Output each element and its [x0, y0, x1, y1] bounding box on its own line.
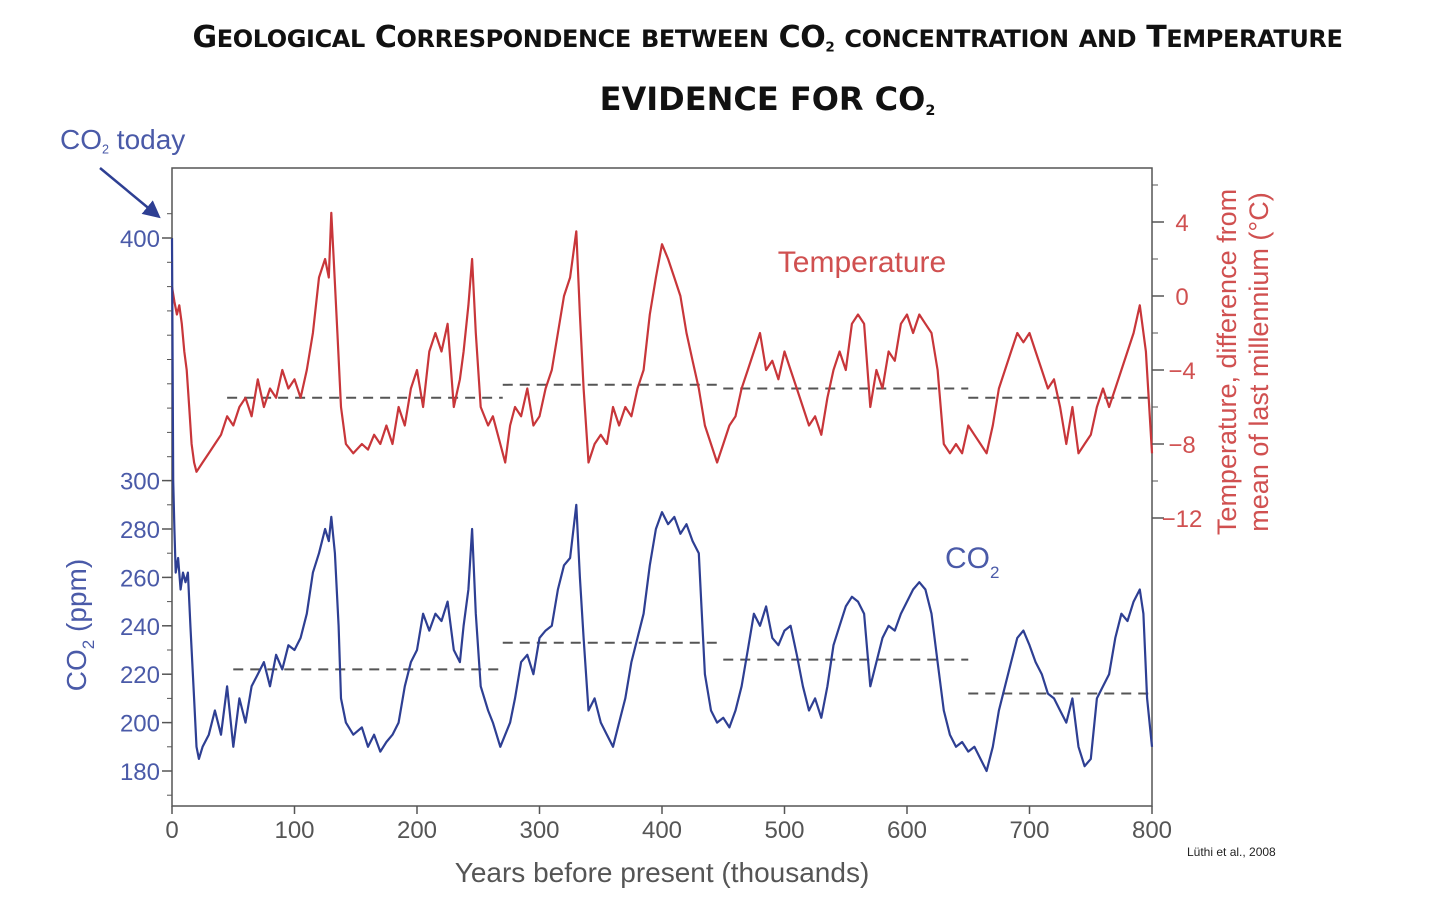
co2-line: [170, 237, 1154, 773]
plot-frame: [171, 167, 1153, 807]
x-tick-label-0: 0: [165, 817, 178, 844]
y-right-axis-label-line2: mean of last millennium (°C): [1244, 192, 1274, 531]
x-tick-label-400: 400: [642, 817, 682, 844]
co2-tick-label-220: 220: [120, 662, 160, 689]
co2-tick-label-260: 260: [120, 565, 160, 592]
source-credit: Lüthi et al., 2008: [1187, 845, 1276, 859]
chart-title: GEOLOGICAL CORRESPONDENCE BETWEEN CO2 CO…: [192, 20, 1343, 56]
mean-lines-group: [227, 383, 1152, 695]
x-tick-label-300: 300: [519, 817, 559, 844]
axes-group: 0 100 200 300 400 500 600 700 800 180 200 220 240 260…: [120, 184, 1203, 844]
x-tick-label-700: 700: [1009, 817, 1049, 844]
x-axis-label: Years before present (thousands): [455, 857, 870, 888]
x-tick-label-600: 600: [887, 817, 927, 844]
temp-tick-label--8: −8: [1168, 432, 1195, 459]
y-right-axis-label-line1: Temperature, difference from: [1212, 189, 1242, 535]
x-tick-label-100: 100: [274, 817, 314, 844]
temp-tick-label--12: −12: [1162, 506, 1203, 533]
x-tick-label-800: 800: [1132, 817, 1172, 844]
series-group: [170, 211, 1154, 773]
temp-tick-label-4: 4: [1175, 210, 1188, 237]
temp-tick-label-0: 0: [1175, 284, 1188, 311]
co2-tick-label-200: 200: [120, 711, 160, 738]
co2-tick-label-300: 300: [120, 469, 160, 496]
temperature-line: [170, 211, 1154, 473]
temp-tick-label--4: −4: [1168, 358, 1195, 385]
co2-tick-label-400: 400: [120, 226, 160, 253]
x-tick-label-200: 200: [397, 817, 437, 844]
co2-series-label: CO2: [945, 542, 999, 582]
co2-today-arrow: [99, 167, 161, 219]
co2-tick-label-280: 280: [120, 517, 160, 544]
co2-tick-label-180: 180: [120, 759, 160, 786]
chart-subtitle: EVIDENCE FOR CO2: [599, 80, 936, 120]
y-left-axis-label: CO2 (ppm): [61, 559, 98, 691]
co2-today-annotation: CO2 today: [60, 124, 186, 157]
temperature-series-label: Temperature: [778, 246, 946, 279]
x-tick-label-500: 500: [764, 817, 804, 844]
co2-tick-label-240: 240: [120, 614, 160, 641]
